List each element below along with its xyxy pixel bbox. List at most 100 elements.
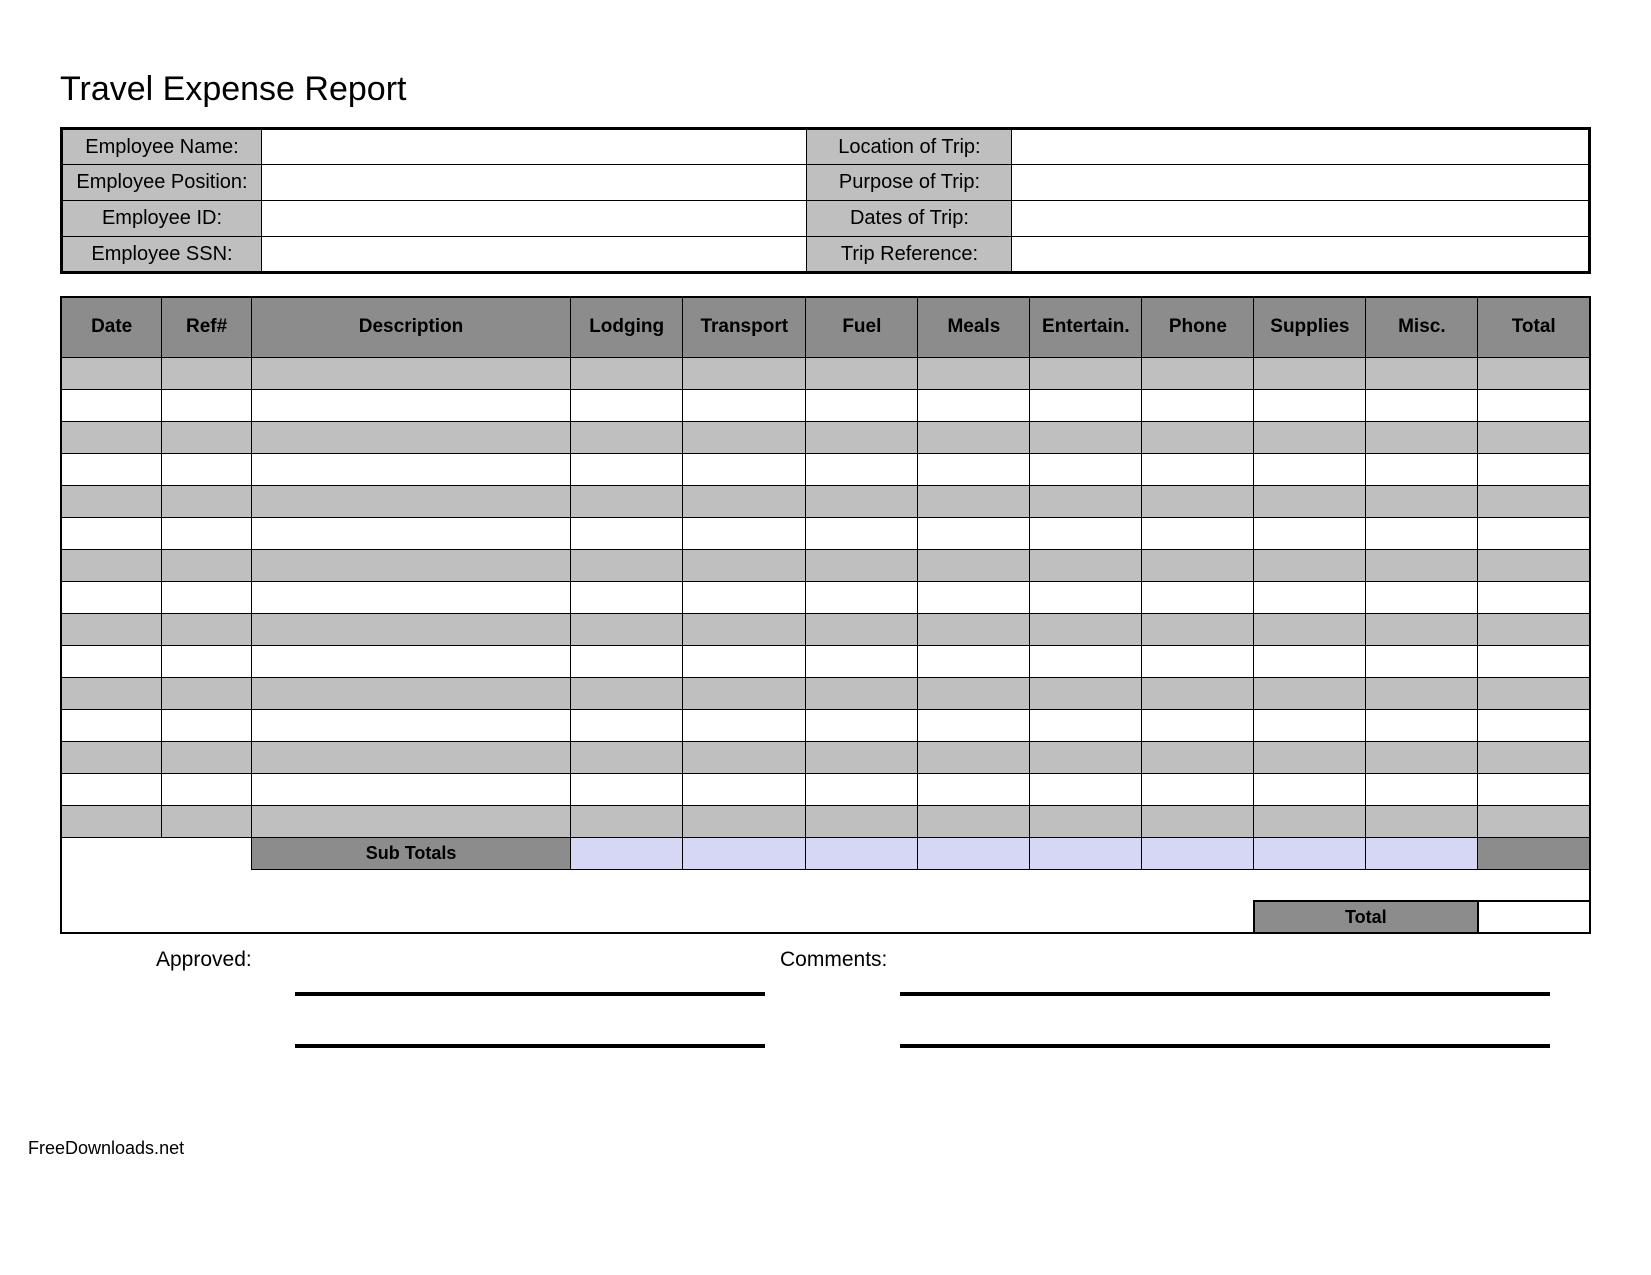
expense-cell[interactable]	[1366, 357, 1478, 389]
expense-cell[interactable]	[918, 421, 1030, 453]
expense-cell[interactable]	[1030, 421, 1142, 453]
expense-cell[interactable]	[571, 677, 683, 709]
expense-cell[interactable]	[162, 645, 252, 677]
expense-cell[interactable]	[1478, 581, 1590, 613]
expense-cell[interactable]	[1366, 581, 1478, 613]
expense-cell[interactable]	[918, 581, 1030, 613]
expense-cell[interactable]	[61, 677, 162, 709]
expense-cell[interactable]	[918, 677, 1030, 709]
expense-cell[interactable]	[1254, 581, 1366, 613]
expense-cell[interactable]	[1254, 741, 1366, 773]
subtotal-fuel[interactable]	[806, 837, 918, 869]
expense-cell[interactable]	[1142, 613, 1254, 645]
expense-cell[interactable]	[162, 581, 252, 613]
expense-cell[interactable]	[1478, 485, 1590, 517]
expense-cell[interactable]	[806, 453, 918, 485]
expense-cell[interactable]	[1142, 581, 1254, 613]
expense-cell[interactable]	[683, 485, 806, 517]
expense-cell[interactable]	[251, 741, 570, 773]
expense-cell[interactable]	[1030, 549, 1142, 581]
expense-cell[interactable]	[683, 357, 806, 389]
value-trip-reference[interactable]	[1012, 237, 1590, 273]
expense-cell[interactable]	[1142, 485, 1254, 517]
expense-cell[interactable]	[1030, 517, 1142, 549]
expense-cell[interactable]	[1142, 709, 1254, 741]
expense-cell[interactable]	[918, 549, 1030, 581]
expense-cell[interactable]	[1366, 741, 1478, 773]
expense-cell[interactable]	[251, 773, 570, 805]
expense-cell[interactable]	[162, 709, 252, 741]
expense-cell[interactable]	[162, 549, 252, 581]
expense-cell[interactable]	[61, 613, 162, 645]
expense-cell[interactable]	[61, 421, 162, 453]
expense-cell[interactable]	[1030, 613, 1142, 645]
expense-cell[interactable]	[1478, 677, 1590, 709]
expense-cell[interactable]	[162, 357, 252, 389]
expense-cell[interactable]	[162, 773, 252, 805]
expense-cell[interactable]	[61, 581, 162, 613]
expense-cell[interactable]	[571, 613, 683, 645]
expense-cell[interactable]	[806, 517, 918, 549]
expense-cell[interactable]	[251, 677, 570, 709]
expense-cell[interactable]	[251, 357, 570, 389]
expense-cell[interactable]	[918, 709, 1030, 741]
expense-cell[interactable]	[683, 421, 806, 453]
expense-cell[interactable]	[1254, 805, 1366, 837]
expense-cell[interactable]	[1478, 709, 1590, 741]
expense-cell[interactable]	[683, 453, 806, 485]
expense-cell[interactable]	[1030, 773, 1142, 805]
subtotal-supplies[interactable]	[1254, 837, 1366, 869]
expense-cell[interactable]	[1366, 613, 1478, 645]
expense-cell[interactable]	[1254, 613, 1366, 645]
expense-cell[interactable]	[806, 549, 918, 581]
expense-cell[interactable]	[1030, 709, 1142, 741]
expense-cell[interactable]	[162, 453, 252, 485]
expense-cell[interactable]	[918, 517, 1030, 549]
expense-cell[interactable]	[162, 485, 252, 517]
expense-cell[interactable]	[1030, 645, 1142, 677]
expense-cell[interactable]	[251, 421, 570, 453]
expense-cell[interactable]	[1478, 389, 1590, 421]
expense-cell[interactable]	[162, 805, 252, 837]
subtotal-phone[interactable]	[1142, 837, 1254, 869]
expense-cell[interactable]	[918, 357, 1030, 389]
expense-cell[interactable]	[251, 389, 570, 421]
expense-cell[interactable]	[571, 805, 683, 837]
expense-cell[interactable]	[1478, 805, 1590, 837]
expense-cell[interactable]	[571, 645, 683, 677]
expense-cell[interactable]	[1254, 645, 1366, 677]
expense-cell[interactable]	[61, 549, 162, 581]
expense-cell[interactable]	[918, 645, 1030, 677]
expense-cell[interactable]	[571, 357, 683, 389]
expense-cell[interactable]	[683, 805, 806, 837]
expense-cell[interactable]	[1478, 517, 1590, 549]
expense-cell[interactable]	[806, 677, 918, 709]
expense-cell[interactable]	[1030, 581, 1142, 613]
expense-cell[interactable]	[918, 741, 1030, 773]
expense-cell[interactable]	[1478, 645, 1590, 677]
expense-cell[interactable]	[1030, 805, 1142, 837]
expense-cell[interactable]	[162, 517, 252, 549]
expense-cell[interactable]	[61, 453, 162, 485]
expense-cell[interactable]	[571, 773, 683, 805]
expense-cell[interactable]	[571, 709, 683, 741]
grand-total-value[interactable]	[1478, 901, 1590, 933]
expense-cell[interactable]	[1030, 485, 1142, 517]
expense-cell[interactable]	[918, 389, 1030, 421]
value-employee-id[interactable]	[262, 201, 807, 237]
expense-cell[interactable]	[61, 485, 162, 517]
expense-cell[interactable]	[683, 549, 806, 581]
expense-cell[interactable]	[683, 645, 806, 677]
expense-cell[interactable]	[918, 805, 1030, 837]
expense-cell[interactable]	[1478, 741, 1590, 773]
expense-cell[interactable]	[1142, 645, 1254, 677]
expense-cell[interactable]	[1366, 677, 1478, 709]
expense-cell[interactable]	[806, 613, 918, 645]
expense-cell[interactable]	[251, 485, 570, 517]
subtotal-meals[interactable]	[918, 837, 1030, 869]
expense-cell[interactable]	[1366, 549, 1478, 581]
expense-cell[interactable]	[806, 357, 918, 389]
expense-cell[interactable]	[806, 709, 918, 741]
expense-cell[interactable]	[1142, 357, 1254, 389]
subtotal-lodging[interactable]	[571, 837, 683, 869]
